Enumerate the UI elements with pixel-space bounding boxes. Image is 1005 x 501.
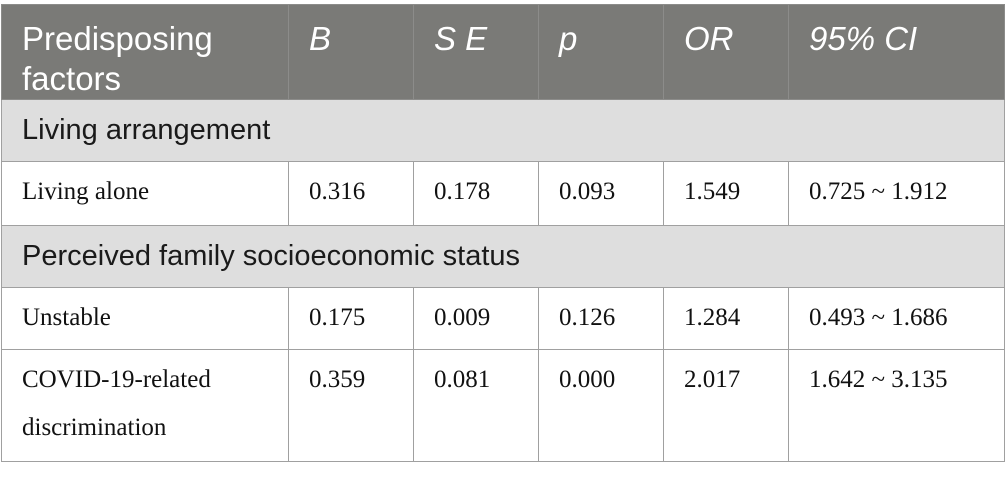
cell-b: 0.175 [288,287,414,350]
cell-se: 0.081 [413,349,539,462]
cell-ci: 0.725 ~ 1.912 [788,161,1005,226]
header-ci: 95% CI [788,4,1005,100]
cell-or: 2.017 [663,349,789,462]
cell-b: 0.316 [288,161,414,226]
cell-factor: Unstable [1,287,289,350]
cell-ci: 0.493 ~ 1.686 [788,287,1005,350]
table-row: Unstable 0.175 0.009 0.126 1.284 0.493 ~… [1,287,1005,350]
table-row: Living alone 0.316 0.178 0.093 1.549 0.7… [1,161,1005,226]
cell-ci: 1.642 ~ 3.135 [788,349,1005,462]
section-title: Living arrangement [1,99,1005,162]
cell-se: 0.178 [413,161,539,226]
header-or: OR [663,4,789,100]
header-row: Predisposing factors B S E p OR 95% CI [1,4,1005,100]
cell-p: 0.093 [538,161,664,226]
cell-se: 0.009 [413,287,539,350]
header-factors: Predisposing factors [1,4,289,100]
regression-table: Predisposing factors B S E p OR 95% CI L… [1,4,1005,462]
cell-factor: Living alone [1,161,289,226]
header-se: S E [413,4,539,100]
cell-p: 0.000 [538,349,664,462]
header-b: B [288,4,414,100]
cell-or: 1.284 [663,287,789,350]
header-p: p [538,4,664,100]
section-row-living-arrangement: Living arrangement [1,99,1005,162]
section-title: Perceived family socioeconomic status [1,225,1005,288]
cell-or: 1.549 [663,161,789,226]
cell-p: 0.126 [538,287,664,350]
section-row-family-ses: Perceived family socioeconomic status [1,225,1005,288]
table-row: COVID-19-related discrimination 0.359 0.… [1,349,1005,462]
cell-factor: COVID-19-related discrimination [1,349,289,462]
cell-b: 0.359 [288,349,414,462]
